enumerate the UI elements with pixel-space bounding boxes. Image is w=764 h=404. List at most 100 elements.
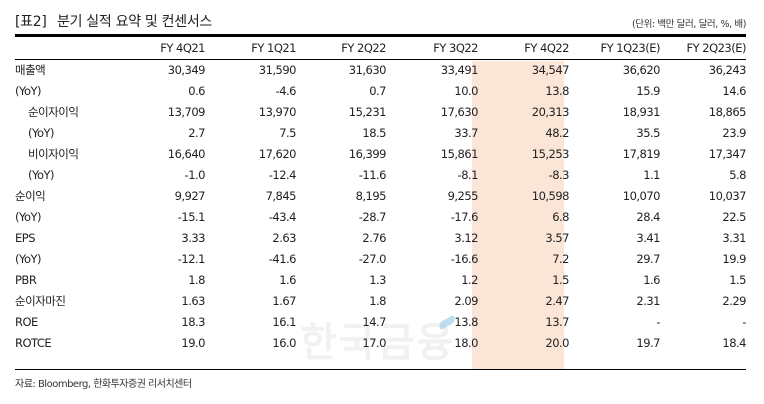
table-cell: 16,399 — [348, 146, 387, 161]
table-cell: 15,253 — [531, 146, 570, 161]
table-cell: 13.8 — [454, 314, 478, 329]
table-cell: 13,709 — [167, 104, 206, 119]
header-row: FY 4Q21 FY 1Q21 FY 2Q22 FY 3Q22 FY 4Q22 … — [15, 37, 746, 59]
table-cell: 1.5 — [729, 272, 746, 287]
table-cell: 7,845 — [265, 188, 297, 203]
table-cell: 17.0 — [362, 335, 386, 350]
table-cell: 1.3 — [369, 272, 386, 287]
table-cell: 33,491 — [440, 62, 479, 77]
table-cell: 2.31 — [636, 293, 660, 308]
table-cell: 31,630 — [348, 62, 387, 77]
column-header: FY 1Q23(E) — [600, 41, 660, 55]
row-label: (YoY) — [15, 209, 42, 224]
table-row: (YoY) -12.1 -41.6 -27.0 -16.6 7.2 29.7 19.9 — [15, 248, 747, 269]
row-label: ROTCE — [15, 335, 52, 350]
table-row: 비이자이익 16,640 17,620 16,399 15,861 15,253 17,81… — [15, 143, 747, 164]
table-row: (YoY) -1.0 -12.4 -11.6 -8.1 -8.3 1.1 5.8 — [15, 164, 747, 185]
table-cell: 10,598 — [531, 188, 570, 203]
table-cell: 10,037 — [708, 188, 747, 203]
table-cell: 6.8 — [552, 209, 569, 224]
table-cell: 23.9 — [722, 125, 746, 140]
row-label: 순이자이익 — [28, 104, 79, 119]
table-cell: 13.8 — [545, 83, 569, 98]
source-note: 자료: Bloomberg, 한화투자증권 리서치센터 — [15, 379, 192, 390]
table-cell: 10.0 — [454, 83, 478, 98]
table-cell: 14.6 — [722, 83, 746, 98]
table-cell: 18,865 — [708, 104, 747, 119]
table-cell: 18.3 — [181, 314, 205, 329]
table-cell: -17.6 — [450, 209, 479, 224]
table-cell: 13.7 — [545, 314, 569, 329]
table-cell: 18,931 — [622, 104, 661, 119]
table-cell: 1.6 — [279, 272, 296, 287]
table-row: (YoY) 2.7 7.5 18.5 33.7 48.2 35.5 23.9 — [15, 122, 747, 143]
table-cell: 19.7 — [636, 335, 660, 350]
highlight-column-fy4q22 — [472, 61, 564, 369]
table-row: 순이익 9,927 7,845 8,195 9,255 10,598 10,070 10,03… — [15, 185, 747, 206]
table-cell: 1.1 — [643, 167, 660, 182]
table-cell: 18.0 — [454, 335, 478, 350]
table-cell: 16,640 — [167, 146, 206, 161]
table-cell: 20.0 — [545, 335, 569, 350]
table-row: PBR 1.8 1.6 1.3 1.2 1.5 1.6 1.5 — [15, 269, 747, 290]
row-label: 매출액 — [15, 62, 46, 77]
table-cell: 13,970 — [258, 104, 297, 119]
table-cell: 15,231 — [348, 104, 387, 119]
column-header: FY 4Q21 — [160, 41, 205, 55]
table-cell: -1.0 — [184, 167, 206, 182]
header-empty — [15, 37, 90, 59]
row-label: 순이익 — [15, 188, 46, 203]
table-cell: 3.33 — [181, 230, 205, 245]
row-label: (YoY) — [15, 251, 42, 266]
table-cell: 19.0 — [181, 335, 205, 350]
table-cell: 15.9 — [636, 83, 660, 98]
row-label: (YoY) — [15, 83, 42, 98]
table-cell: 1.8 — [188, 272, 205, 287]
table-cell: 2.09 — [454, 293, 478, 308]
table-cell: 3.57 — [545, 230, 569, 245]
table-cell: 19.9 — [722, 251, 746, 266]
table-cell: -27.0 — [358, 251, 387, 266]
table-cell: 29.7 — [636, 251, 660, 266]
table-cell: 28.4 — [636, 209, 660, 224]
table-row: (YoY) 0.6 -4.6 0.7 10.0 13.8 15.9 14.6 — [15, 80, 747, 101]
table-cell: 30,349 — [167, 62, 206, 77]
table-cell: 5.8 — [729, 167, 746, 182]
watermark-text: 한국금융 — [300, 320, 456, 366]
table-cell: 1.2 — [461, 272, 478, 287]
row-label: (YoY) — [28, 167, 55, 182]
table-row: 순이자이익 13,709 13,970 15,231 17,630 20,313 18,93… — [15, 101, 747, 122]
table-cell: -12.1 — [177, 251, 206, 266]
table-cell: 0.6 — [188, 83, 205, 98]
bottom-rule — [15, 369, 746, 370]
table-cell: 1.5 — [552, 272, 569, 287]
unit-note: (단위: 백만 달러, 달러, %, 배) — [631, 19, 746, 30]
table-cell: 17,347 — [708, 146, 747, 161]
table-cell: 15,861 — [440, 146, 479, 161]
table-cell: 17,630 — [440, 104, 479, 119]
table-cell: - — [656, 314, 660, 329]
table-row: ROTCE 19.0 16.0 17.0 18.0 20.0 19.7 18.4 — [15, 332, 747, 353]
column-header: FY 4Q22 — [524, 41, 569, 55]
table-cell: 1.6 — [643, 272, 660, 287]
table-cell: 2.63 — [272, 230, 296, 245]
table-cell: -41.6 — [268, 251, 297, 266]
table-cell: 33.7 — [454, 125, 478, 140]
top-rule — [15, 34, 746, 37]
table-row: EPS 3.33 2.63 2.76 3.12 3.57 3.41 3.31 — [15, 227, 747, 248]
table-cell: 22.5 — [722, 209, 746, 224]
table-cell: -28.7 — [358, 209, 387, 224]
table-cell: 48.2 — [545, 125, 569, 140]
row-label: PBR — [15, 272, 37, 287]
table-cell: -8.1 — [457, 167, 479, 182]
table-cell: 3.31 — [722, 230, 746, 245]
table-cell: 18.4 — [722, 335, 746, 350]
table-cell: 1.67 — [272, 293, 296, 308]
table-cell: -16.6 — [450, 251, 479, 266]
table-cell: - — [742, 314, 746, 329]
table-cell: -43.4 — [268, 209, 297, 224]
column-header: FY 3Q22 — [433, 41, 478, 55]
table-cell: 14.7 — [362, 314, 386, 329]
row-label: 비이자이익 — [28, 146, 79, 161]
table-cell: 1.8 — [369, 293, 386, 308]
